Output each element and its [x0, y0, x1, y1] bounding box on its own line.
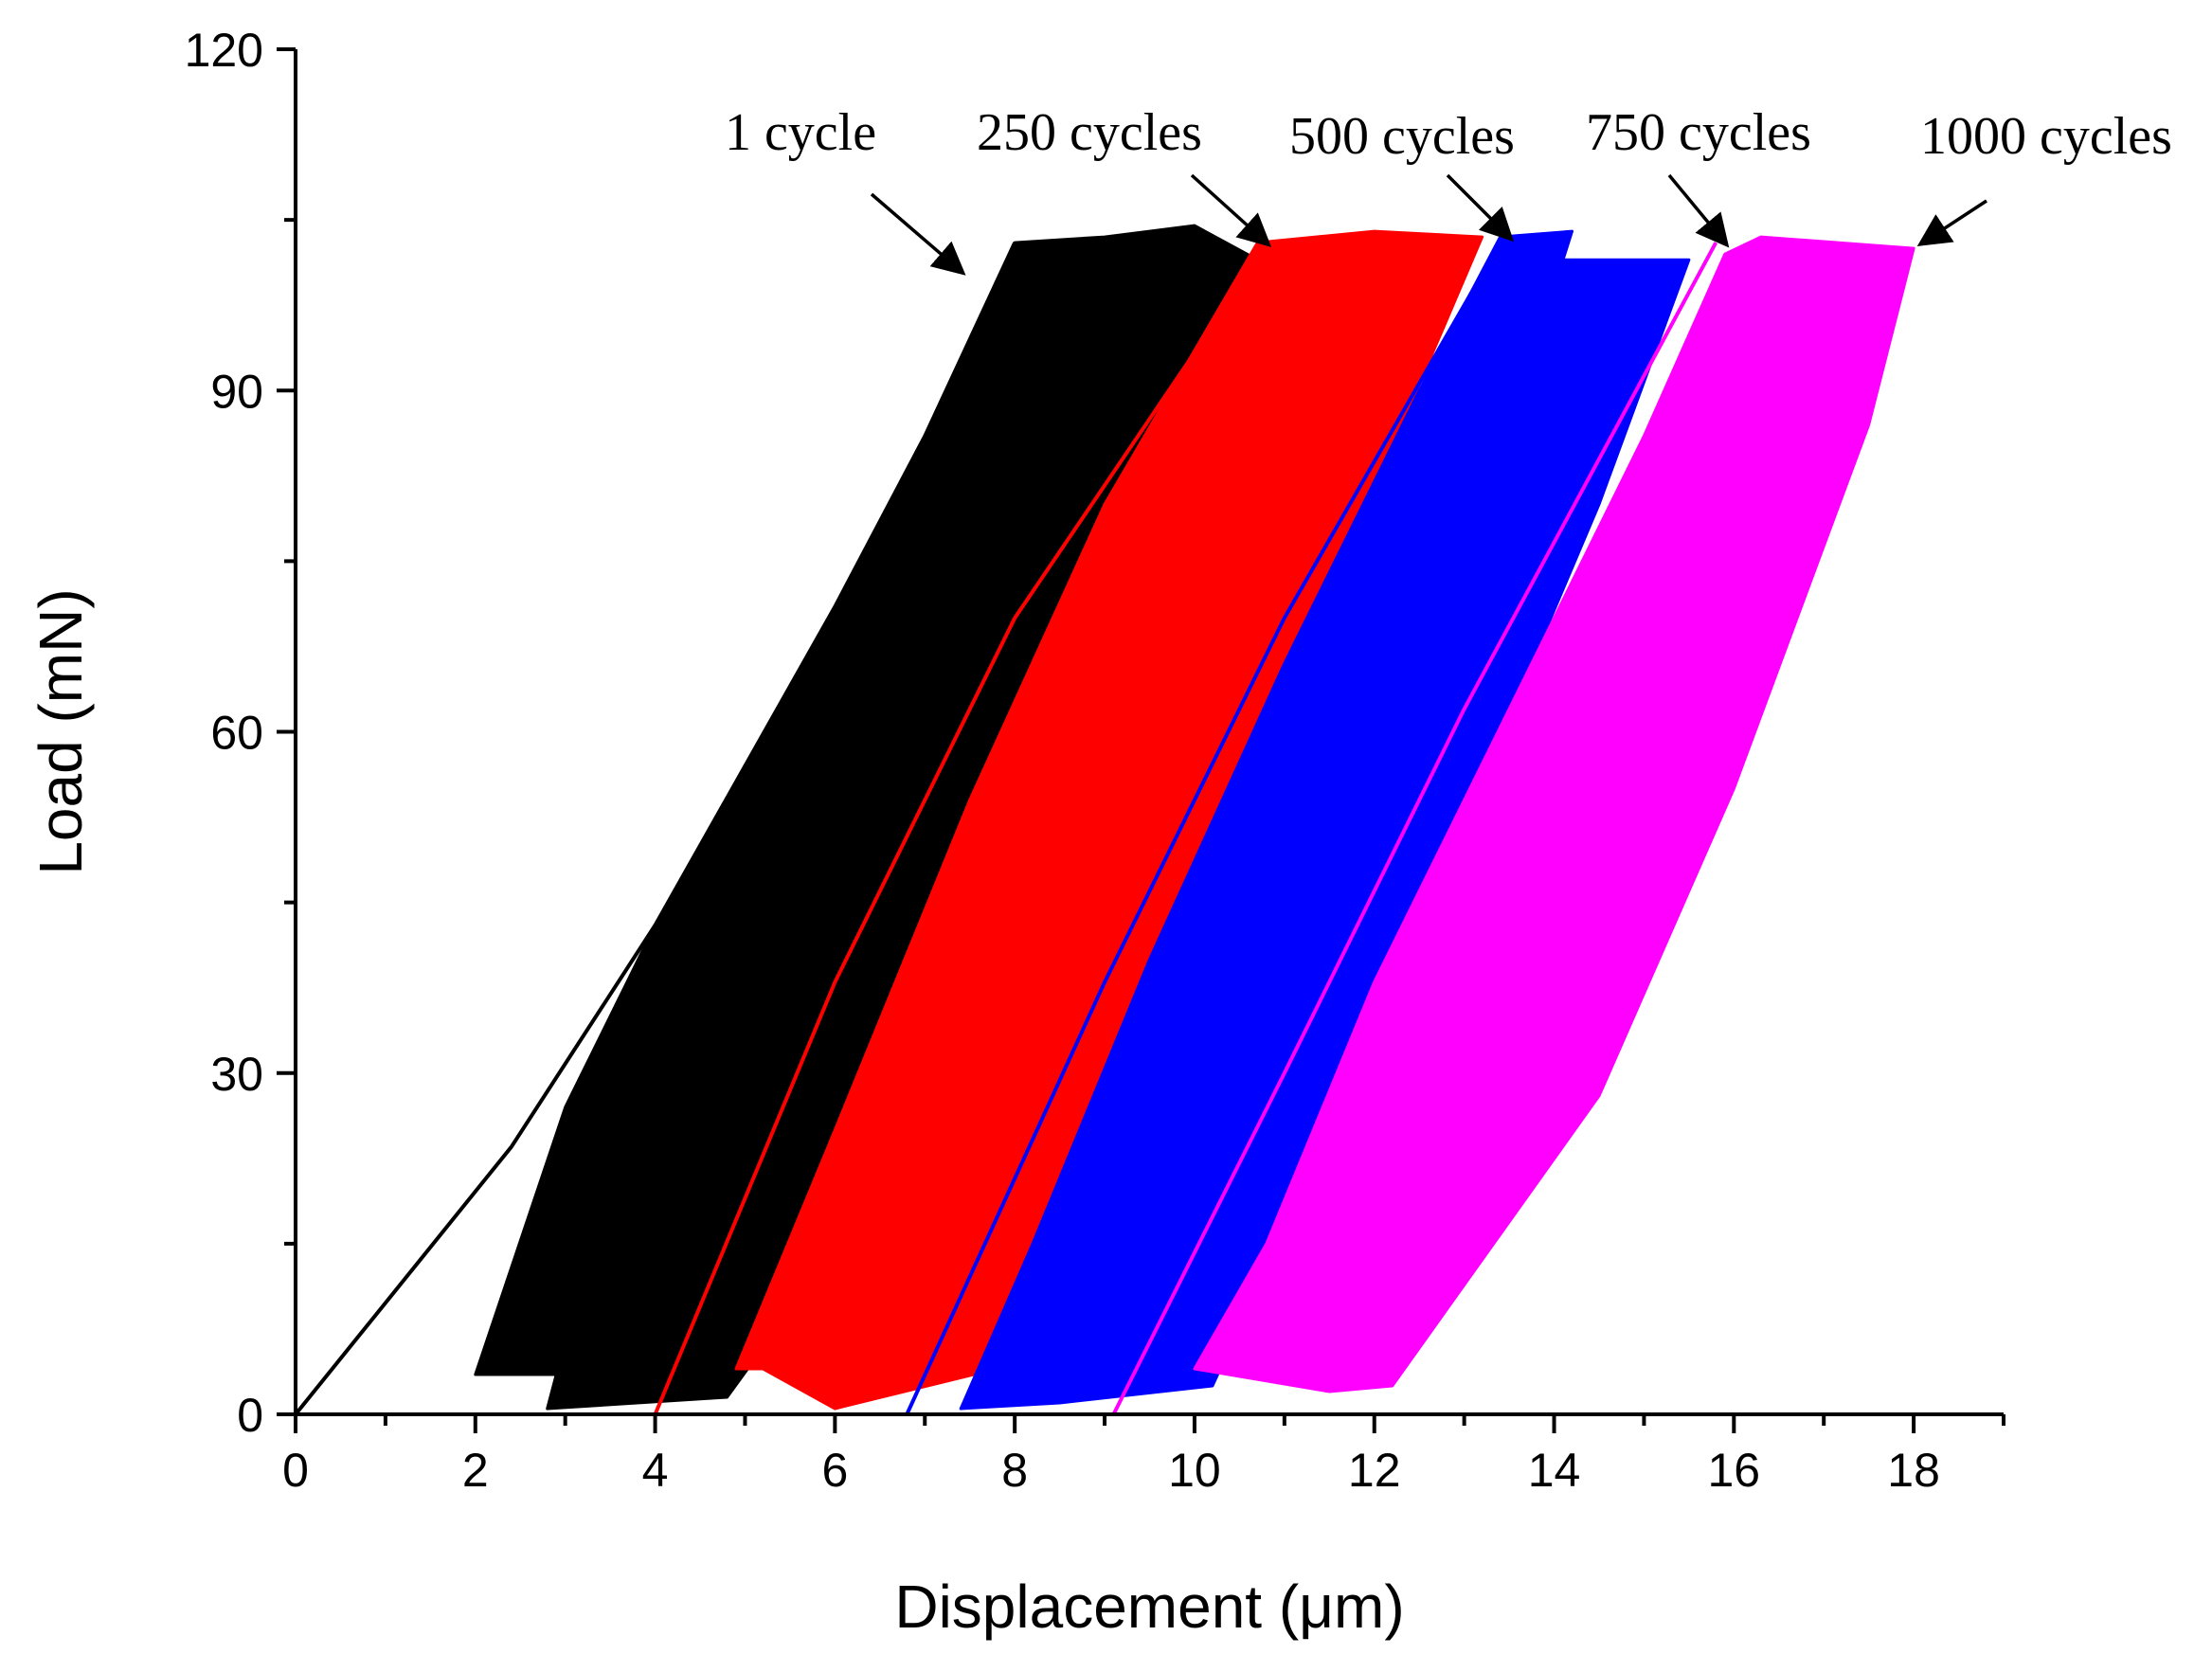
annotation-label: 1 cycle	[725, 103, 876, 162]
series-1-first-loading-line	[294, 242, 1017, 1416]
x-tick-label: 0	[282, 1444, 309, 1497]
annotation-5: 1000 cycles	[1916, 107, 2172, 246]
y-tick-label: 120	[185, 24, 263, 77]
x-tick-label: 4	[642, 1444, 669, 1497]
annotation-arrow	[1446, 173, 1515, 243]
x-tick-label: 16	[1708, 1444, 1761, 1497]
annotation-label: 750 cycles	[1586, 103, 1811, 162]
annotation-label: 250 cycles	[977, 103, 1202, 162]
series-2-band	[734, 229, 1484, 1411]
annotation-arrow	[1190, 173, 1272, 247]
series-layer	[294, 224, 1915, 1416]
annotation-arrow	[1916, 199, 1987, 246]
annotation-arrow	[1667, 173, 1730, 248]
x-tick-label: 6	[821, 1444, 848, 1497]
y-tick-label: 90	[210, 365, 263, 418]
x-tick-label: 10	[1168, 1444, 1221, 1497]
axes-layer: 0 2 4 6 8 10 12 14 16 18 0 30 60 90 120 Displacement (μ…	[27, 24, 2005, 1641]
annotation-layer: 1 cycle 250 cycles 500 cycles 750 cycles 100…	[725, 103, 2172, 276]
series-4-band	[1193, 235, 1915, 1393]
annotation-4: 750 cycles	[1586, 103, 1811, 248]
series-2	[653, 229, 1484, 1415]
y-tick-label: 60	[210, 707, 263, 760]
annotation-3: 500 cycles	[1289, 107, 1515, 243]
y-tick-label: 30	[210, 1048, 263, 1101]
x-tick-label: 2	[462, 1444, 489, 1497]
x-tick-label: 8	[1001, 1444, 1028, 1497]
series-3-first-loading-line	[905, 242, 1502, 1415]
series-1	[294, 224, 1259, 1416]
y-tick-label: 0	[237, 1389, 263, 1442]
annotation-1: 1 cycle	[725, 103, 966, 276]
x-tick-label: 18	[1887, 1444, 1940, 1497]
series-4	[1111, 235, 1915, 1415]
annotation-label: 1000 cycles	[1920, 107, 2172, 166]
y-axis-title: Load (mN)	[27, 588, 95, 874]
x-tick-label: 12	[1348, 1444, 1401, 1497]
x-tick-label: 14	[1528, 1444, 1581, 1497]
annotation-label: 500 cycles	[1289, 107, 1515, 166]
series-4-first-loading-line	[1111, 242, 1718, 1415]
annotation-arrow	[870, 192, 966, 276]
series-2-first-loading-line	[653, 259, 1260, 1415]
annotation-2: 250 cycles	[977, 103, 1272, 247]
x-axis-title: Displacement (μm)	[894, 1573, 1404, 1641]
